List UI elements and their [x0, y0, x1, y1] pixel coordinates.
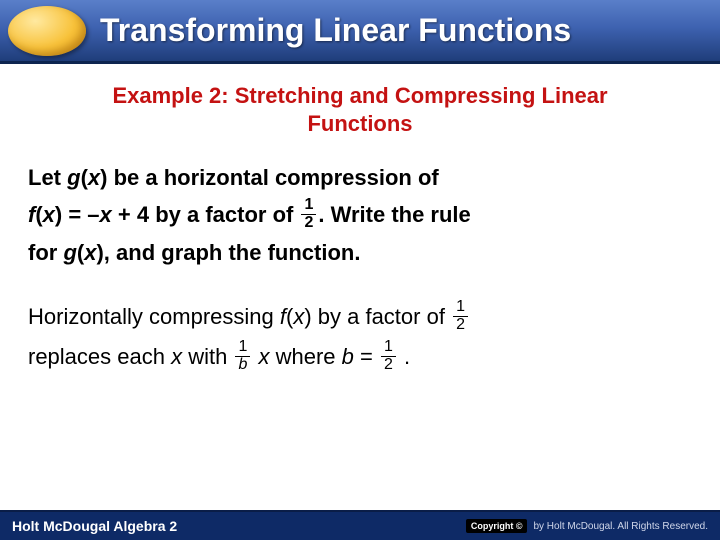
example-title-line2: Functions	[307, 111, 412, 136]
slide-content: Example 2: Stretching and Compressing Li…	[0, 64, 720, 376]
copyright-text: by Holt McDougal. All Rights Reserved.	[533, 521, 708, 532]
text: replaces each	[28, 344, 171, 369]
text: . Write the rule	[318, 202, 470, 227]
var-x: x	[293, 304, 304, 329]
numerator: 1	[301, 197, 316, 215]
denominator: 2	[301, 215, 316, 232]
footer-bar: Holt McDougal Algebra 2 Copyright © by H…	[0, 510, 720, 540]
text: where	[269, 344, 341, 369]
example-title-line1: Example 2: Stretching and Compressing Li…	[112, 83, 607, 108]
text: ), and graph the function.	[96, 240, 360, 265]
text: Let	[28, 165, 67, 190]
text: ) be a horizontal compression of	[100, 165, 439, 190]
header-ellipse-ornament	[8, 6, 86, 56]
var-x: x	[258, 344, 269, 369]
var-x: x	[88, 165, 100, 190]
var-g: g	[67, 165, 80, 190]
fraction-one-half: 12	[301, 197, 316, 232]
var-g: g	[63, 240, 76, 265]
text: (	[81, 165, 88, 190]
text: ) = –	[55, 202, 100, 227]
title-bar: Transforming Linear Functions	[0, 0, 720, 64]
text: (	[35, 202, 42, 227]
explanation: Horizontally compressing f(x) by a facto…	[28, 297, 692, 376]
denominator: 2	[381, 357, 396, 374]
text: + 4 by a factor of	[112, 202, 300, 227]
footer-book-title: Holt McDougal Algebra 2	[12, 518, 177, 534]
var-x: x	[171, 344, 182, 369]
text: .	[398, 344, 410, 369]
footer-copyright: Copyright © by Holt McDougal. All Rights…	[466, 519, 708, 533]
text: with	[182, 344, 233, 369]
numerator: 1	[381, 339, 396, 357]
fraction-one-half: 12	[381, 339, 396, 374]
problem-statement: Let g(x) be a horizontal compression of …	[28, 159, 692, 271]
var-x: x	[43, 202, 55, 227]
text: for	[28, 240, 63, 265]
text: =	[354, 344, 379, 369]
text: Horizontally compressing	[28, 304, 280, 329]
example-heading: Example 2: Stretching and Compressing Li…	[28, 82, 692, 137]
numerator: 1	[453, 299, 468, 317]
copyright-badge: Copyright ©	[466, 519, 528, 533]
var-x: x	[100, 202, 112, 227]
text: ) by a factor of	[304, 304, 451, 329]
denominator: 2	[453, 317, 468, 334]
var-b: b	[342, 344, 354, 369]
page-title: Transforming Linear Functions	[100, 12, 571, 49]
fraction-one-half: 12	[453, 299, 468, 334]
fraction-one-over-b: 1b	[235, 339, 250, 374]
denominator: b	[235, 357, 250, 374]
var-x: x	[84, 240, 96, 265]
numerator: 1	[235, 339, 250, 357]
